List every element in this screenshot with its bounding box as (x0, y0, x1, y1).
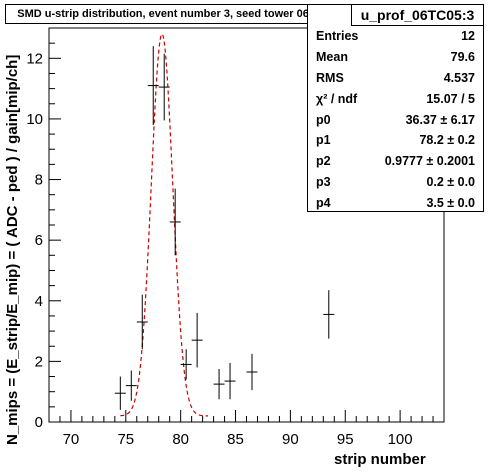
stats-row: χ² / ndf 15.07 / 5 (308, 88, 483, 109)
stats-row: p0 36.37 ± 6.17 (308, 109, 483, 130)
stats-value: 78.2 ± 0.2 (419, 133, 475, 148)
stats-row: RMS 4.537 (308, 68, 483, 89)
stats-value: 79.6 (450, 50, 475, 65)
stats-row: p1 78.2 ± 0.2 (308, 130, 483, 151)
stats-label: χ² / ndf (316, 91, 358, 106)
stats-value: 4.537 (443, 70, 475, 85)
x-axis-label: strip number (334, 451, 426, 468)
x-tick-label: 85 (227, 431, 244, 448)
y-tick-label: 0 (35, 414, 43, 431)
x-tick-label: 100 (388, 431, 413, 448)
fit-curve (120, 33, 209, 417)
x-tick-label: 95 (337, 431, 354, 448)
y-axis-label: N_mips = (E_strip/E_mip) = ( ADC - ped )… (4, 54, 21, 445)
stats-label: Mean (316, 50, 348, 65)
x-tick-label: 80 (172, 431, 189, 448)
stats-value: 0.9777 ± 0.2001 (384, 154, 475, 169)
stats-row: p3 0.2 ± 0.0 (308, 172, 483, 193)
y-tick-label: 2 (35, 353, 43, 370)
chart-title: SMD u-strip distribution, event number 3… (5, 4, 348, 24)
stats-value: 0.2 ± 0.0 (426, 174, 475, 189)
y-tick-label: 4 (35, 293, 43, 310)
stats-row: p4 3.5 ± 0.0 (308, 192, 483, 213)
stats-label: p1 (316, 133, 331, 148)
stats-label: p2 (316, 154, 331, 169)
stats-name: u_prof_06TC05:3 (351, 5, 483, 26)
stats-label: p3 (316, 174, 331, 189)
stats-label: Entries (316, 29, 359, 44)
stats-row: p2 0.9777 ± 0.2001 (308, 151, 483, 172)
stats-label: RMS (316, 70, 344, 85)
stats-row: Entries 12 (308, 26, 483, 47)
y-tick-label: 12 (26, 50, 43, 67)
y-tick-label: 10 (26, 111, 43, 128)
y-tick-label: 6 (35, 232, 43, 249)
x-tick-label: 90 (282, 431, 299, 448)
x-tick-label: 75 (117, 431, 134, 448)
x-tick-label: 70 (63, 431, 80, 448)
stats-value: 15.07 / 5 (426, 91, 475, 106)
y-tick-label: 8 (35, 172, 43, 189)
stats-label: p0 (316, 112, 331, 127)
stats-value: 3.5 ± 0.0 (426, 195, 475, 210)
stats-value: 36.37 ± 6.17 (405, 112, 475, 127)
stats-row: Mean 79.6 (308, 47, 483, 68)
stats-box: u_prof_06TC05:3 Entries 12 Mean 79.6 RMS 4.53… (307, 4, 484, 212)
stats-value: 12 (461, 29, 475, 44)
stats-label: p4 (316, 195, 331, 210)
